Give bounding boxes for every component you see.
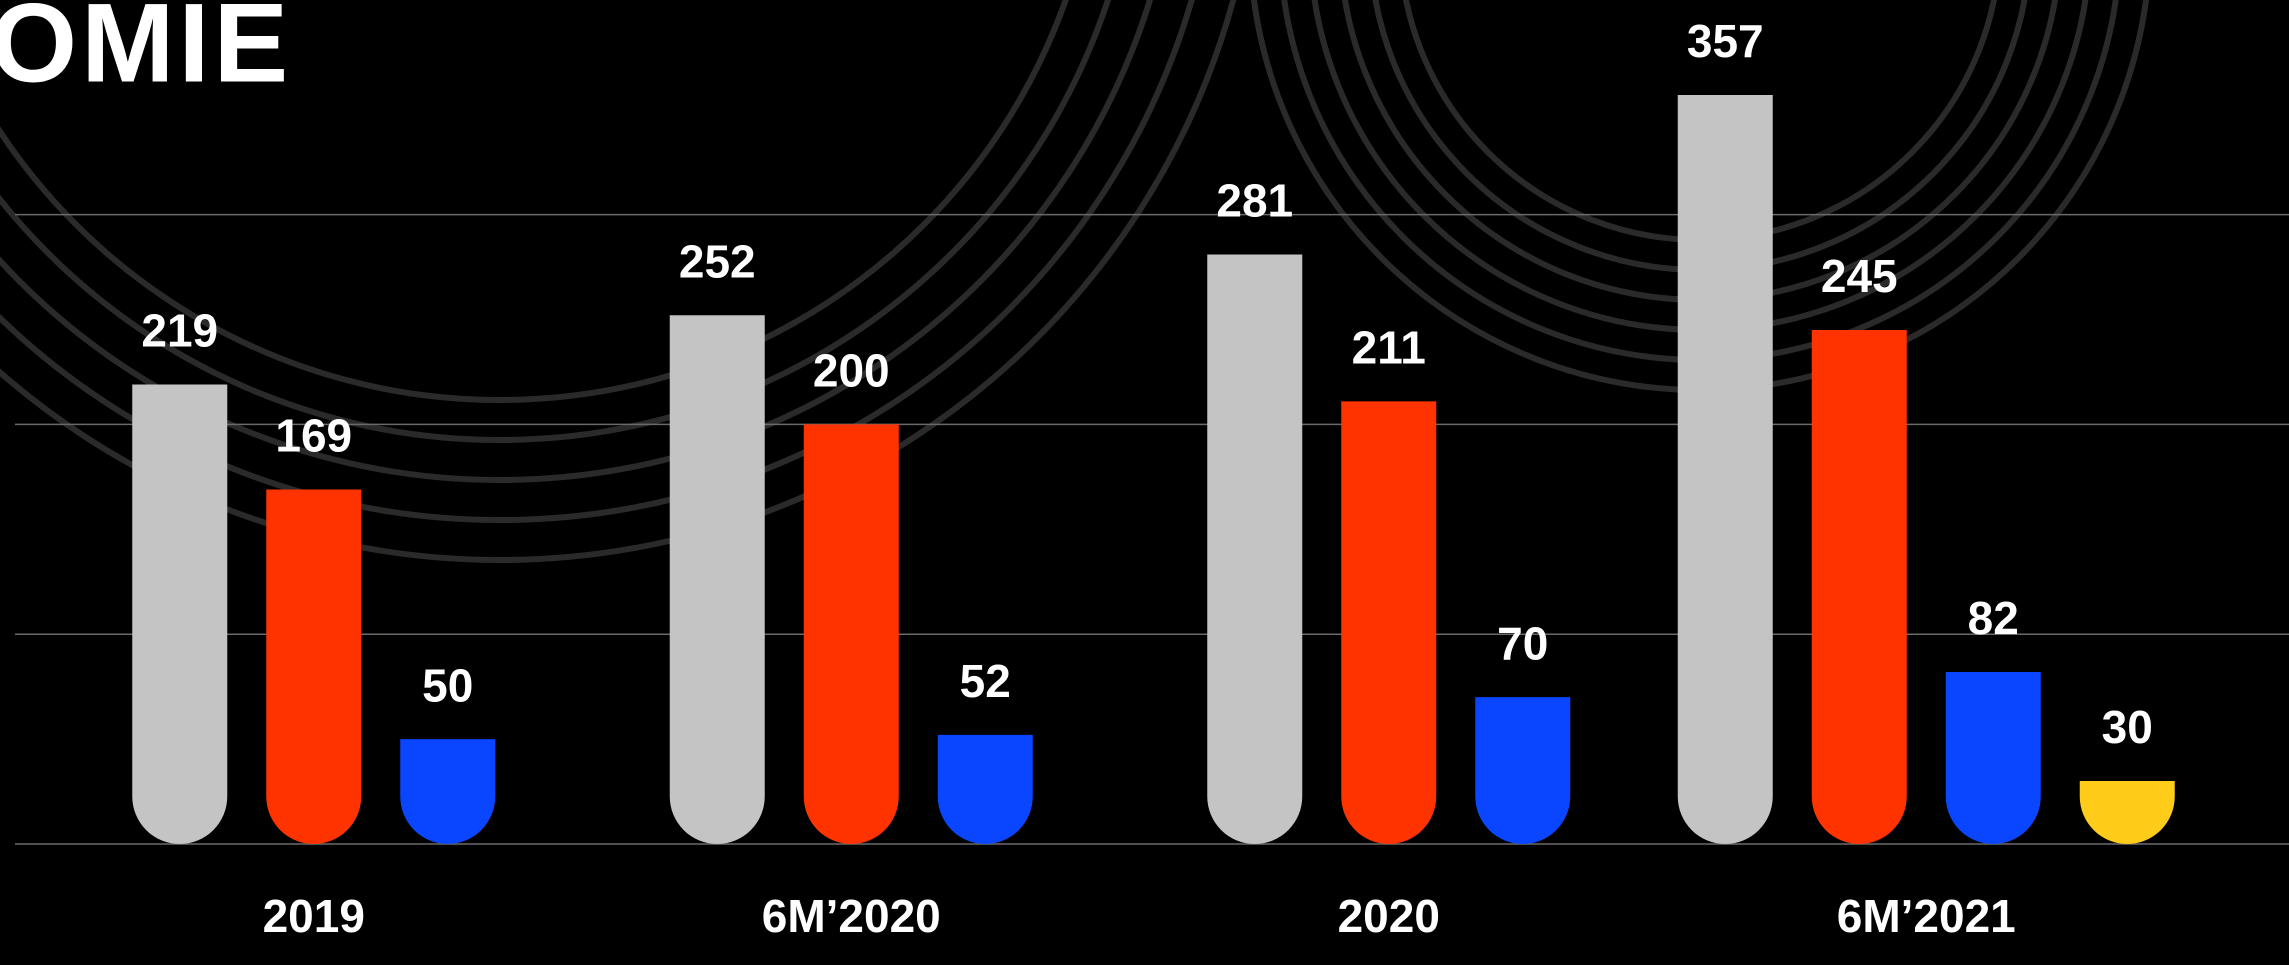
x-tick-label: 6M’2021 [1837, 890, 2016, 942]
value-label: 70 [1497, 617, 1548, 669]
bar [1207, 254, 1303, 844]
value-label: 357 [1687, 15, 1764, 67]
bar [266, 489, 362, 844]
bar [669, 315, 765, 845]
plot: 2019 219 169 50 6M’2020 252 200 52 2020 281 211 70 6… [132, 15, 2175, 942]
value-label: 281 [1216, 175, 1293, 227]
bar [1475, 697, 1571, 844]
value-label: 211 [1352, 321, 1426, 373]
x-tick-label: 2020 [1338, 890, 1440, 942]
value-label: 50 [422, 659, 473, 711]
bar [132, 384, 228, 844]
bar [1811, 329, 1907, 844]
bar [1677, 95, 1773, 845]
bar [1341, 401, 1437, 844]
chart-title: OMIE [0, 0, 292, 106]
grid [15, 213, 2289, 845]
value-label: 82 [1968, 592, 2019, 644]
bar [2079, 781, 2175, 844]
value-label: 245 [1821, 250, 1898, 302]
x-tick-label: 6M’2020 [762, 890, 941, 942]
value-label: 169 [275, 410, 352, 462]
bar [937, 734, 1033, 844]
bar [400, 739, 496, 844]
value-label: 30 [2102, 701, 2153, 753]
value-label: 219 [141, 305, 218, 357]
bar [1945, 671, 2041, 844]
value-label: 252 [679, 235, 756, 287]
value-label: 200 [813, 345, 890, 397]
x-tick-label: 2019 [263, 890, 365, 942]
value-label: 52 [960, 655, 1011, 707]
bar [803, 424, 899, 844]
